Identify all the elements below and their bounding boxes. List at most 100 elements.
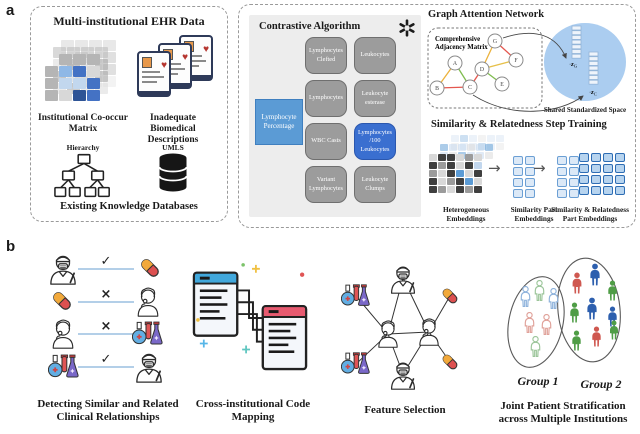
grid-cell [440,144,448,151]
grid-cell [451,135,459,142]
grid-cell [438,170,446,177]
tablets-caption: Inadequate Biomedical Descriptions [147,113,199,146]
group2-ellipse [557,257,621,363]
term-box: Lymphocytes [305,80,347,117]
patient-icon [134,286,162,317]
grid-cell [429,154,437,161]
grid-cell [438,162,446,169]
feature-selection-icon [341,266,459,390]
feature-caption: Feature Selection [364,404,446,416]
grid-cell [429,178,437,185]
embedding-stack-2 [588,51,599,85]
grid-cell [525,189,535,198]
matrix-caption: Institutional Co-occur Matrix [38,113,128,135]
shared-space-ellipse [544,23,626,101]
lab-flasks-icon [132,321,164,347]
cross-icon: × [100,287,112,302]
grid-cell [438,154,446,161]
grid-cell [45,66,58,77]
grid-cell [81,47,94,58]
grid-cell [485,144,493,151]
sim-part-caption: Similarity Part Embeddings [510,205,558,224]
doctor-icon [390,362,416,390]
grid-cell [485,152,493,159]
method-box: Contrastive Algorithm Lymphocyte Percent… [238,4,636,228]
grid-cell [95,83,108,94]
grid-cell [474,170,482,177]
grid-cell [456,170,464,177]
z-c-label: ·zC [589,89,597,97]
grid-cell [474,186,482,193]
detecting-caption: Detecting Similar and Related Clinical R… [37,398,179,424]
grid-cell [487,135,495,142]
check-icon: ✓ [100,352,112,367]
grid-cell [476,144,484,151]
grid-cell [89,40,102,51]
grid-cell [591,153,601,162]
grid-cell [429,170,437,177]
grid-cell [73,66,86,77]
lab-flasks-icon [341,352,370,374]
grid-cell [95,71,108,82]
grid-cell [73,90,86,101]
capsule-icon [441,287,459,305]
capsule-icon [50,289,74,313]
grid-cell [103,76,116,87]
detecting-section: ✓ × × ✓ [48,252,164,388]
photo-icon [142,57,152,68]
term-box-highlighted: Lymphocytes /100 Leukocytes [354,123,396,160]
grid-cell [103,52,116,63]
tablet-front: ♥ [137,51,171,97]
grid-cell [87,66,100,77]
cooccur-matrix-icon [45,39,135,111]
grid-cell [61,40,74,51]
grid-cell [449,144,457,151]
grid-cell [429,186,437,193]
grid-cell [460,135,468,142]
grid-cell [95,47,108,58]
grid-cell [615,175,625,184]
grid-cell [465,178,473,185]
grid-cell [474,162,482,169]
grid-cell [513,156,523,165]
relation-row: ✓ [48,252,164,284]
grid-cell [87,78,100,89]
lab-flasks-icon [48,354,80,380]
grid-cell [465,154,473,161]
front-document [261,305,308,371]
arrow-icon: → [488,159,501,177]
grid-cell [53,47,66,58]
contrastive-title: Contrastive Algorithm [259,21,361,32]
svg-text:F: F [514,58,518,64]
grid-cell [474,178,482,185]
group1-ellipse [507,276,565,368]
grid-cell [75,40,88,51]
grid-cell [73,54,86,65]
svg-text:D: D [480,67,484,73]
z-g-label: ·zG [569,61,578,69]
panel-b-label: b [6,238,16,255]
relation-row: × [48,285,164,317]
grid-cell [591,175,601,184]
relation-line [78,268,134,270]
ehr-data-box: Multi-institutional EHR Data ♥ ♥ ♥ [30,6,228,222]
grid-cell [603,164,613,173]
grid-cell [579,175,589,184]
arrow-graph-to-zg [502,32,567,59]
heart-icon: ♥ [203,44,209,55]
grid-cell [59,54,72,65]
svg-text:B: B [435,86,439,92]
grid-cell [447,154,455,161]
grid-cell [87,90,100,101]
grid-cell [579,153,589,162]
svg-text:G: G [493,39,497,45]
grid-cell [59,90,72,101]
grid-cell [591,164,601,173]
term-box: Leukocyte esterase [354,80,396,117]
grid-cell [429,162,437,169]
grid-cell [447,162,455,169]
embedding-stack-1 [571,25,582,59]
grid-cell [456,162,464,169]
shared-space-caption: Shared Standardized Space [543,106,627,114]
grid-cell [103,40,116,51]
